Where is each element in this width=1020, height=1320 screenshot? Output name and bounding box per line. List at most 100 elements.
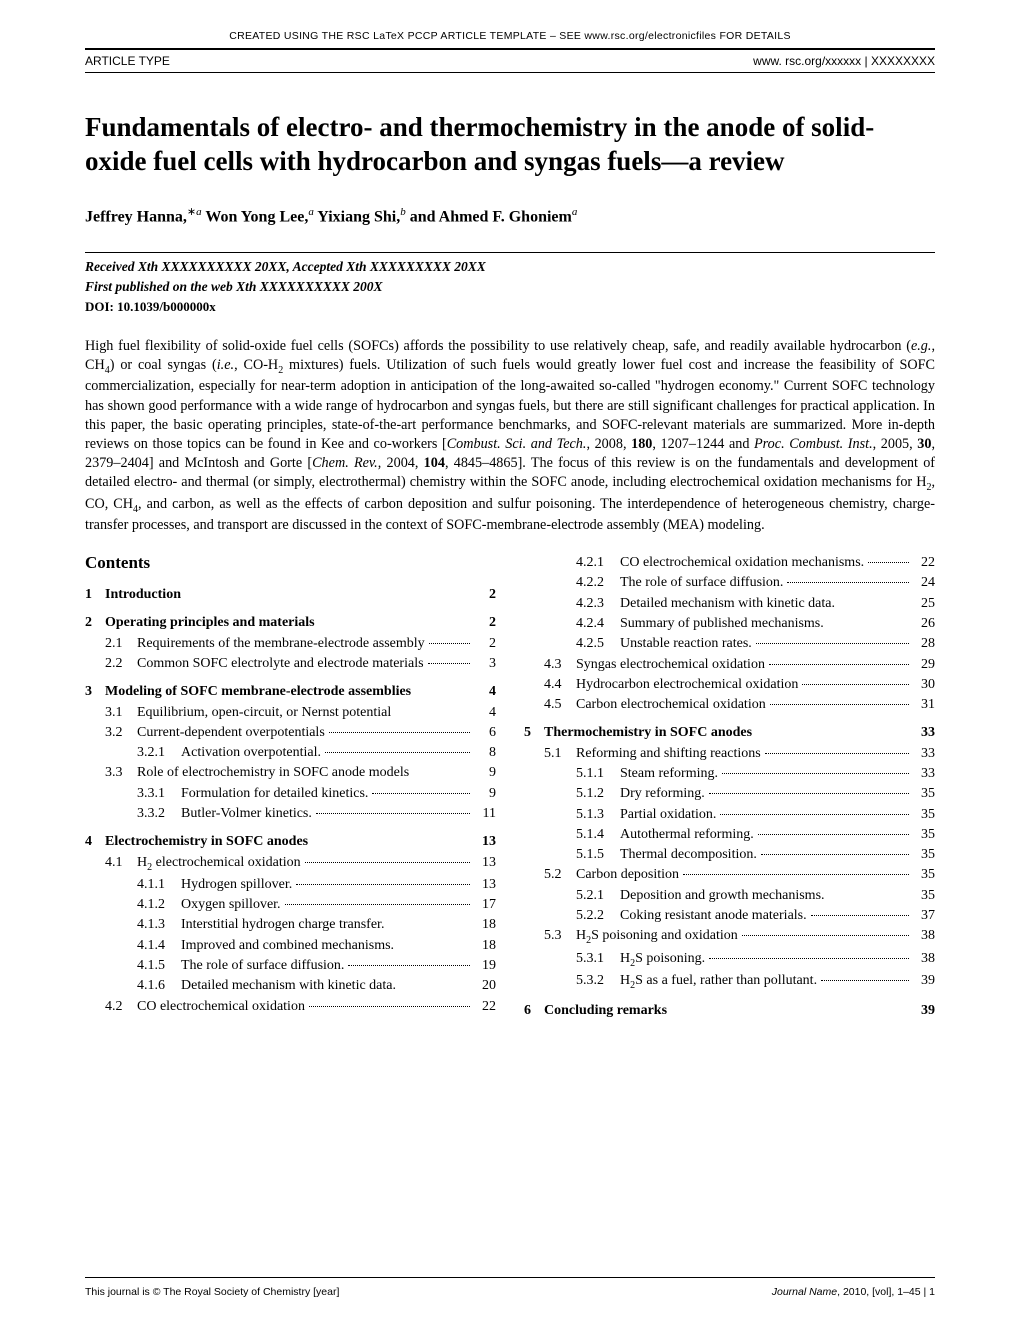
toc-page: 11	[474, 804, 496, 824]
toc-page: 35	[913, 886, 935, 906]
toc-number: 4.5	[524, 695, 576, 715]
template-note: CREATED USING THE RSC LaTeX PCCP ARTICLE…	[85, 30, 935, 42]
toc-entry: 5.2Carbon deposition35	[524, 865, 935, 885]
toc-label: Formulation for detailed kinetics.	[181, 784, 368, 804]
toc-number: 3.2.1	[85, 743, 181, 763]
toc-page: 26	[913, 614, 935, 634]
toc-page: 2	[474, 585, 496, 605]
toc-label: Role of electrochemistry in SOFC anode m…	[137, 763, 409, 783]
toc-leader	[765, 753, 909, 754]
toc-entry: 5.1.5Thermal decomposition.35	[524, 845, 935, 865]
toc-number: 5.1.5	[524, 845, 620, 865]
toc-entry: 2Operating principles and materials2	[85, 613, 496, 633]
toc-entry: 2.2Common SOFC electrolyte and electrode…	[85, 654, 496, 674]
toc-number: 2.1	[85, 634, 137, 654]
toc-entry: 4.2.5Unstable reaction rates.28	[524, 634, 935, 654]
toc-number: 5.3.2	[524, 971, 620, 991]
toc-label: Activation overpotential.	[181, 743, 321, 763]
toc-entry: 3.2Current-dependent overpotentials6	[85, 723, 496, 743]
toc-entry: 2.1Requirements of the membrane-electrod…	[85, 634, 496, 654]
toc-number: 2.2	[85, 654, 137, 674]
toc-page: 35	[913, 805, 935, 825]
toc-entry: 5.1Reforming and shifting reactions33	[524, 744, 935, 764]
toc-label: Coking resistant anode materials.	[620, 906, 807, 926]
toc-entry: 4.1.6Detailed mechanism with kinetic dat…	[85, 976, 496, 996]
toc-entry: 4.1.3Interstitial hydrogen charge transf…	[85, 915, 496, 935]
toc-leader	[285, 904, 470, 905]
toc-label: Partial oxidation.	[620, 805, 716, 825]
toc-leader	[309, 1006, 470, 1007]
toc-page: 22	[913, 553, 935, 573]
toc-entry: 5.3.2H2S as a fuel, rather than pollutan…	[524, 971, 935, 993]
toc-label: Introduction	[105, 585, 181, 605]
toc-leader	[429, 643, 470, 644]
toc-page: 18	[474, 936, 496, 956]
toc-label: Carbon electrochemical oxidation	[576, 695, 766, 715]
toc-entry: 4.2.1CO electrochemical oxidation mechan…	[524, 553, 935, 573]
toc-number: 5	[524, 723, 544, 743]
toc-page: 25	[913, 594, 935, 614]
toc-number: 4.2.2	[524, 573, 620, 593]
header-rule-top	[85, 48, 935, 50]
toc-number: 5.1.3	[524, 805, 620, 825]
toc-label: Concluding remarks	[544, 1001, 667, 1021]
toc-label: The role of surface diffusion.	[181, 956, 344, 976]
toc-leader	[722, 773, 909, 774]
toc-number: 4.2.4	[524, 614, 620, 634]
toc-leader	[305, 862, 470, 863]
toc-leader	[868, 562, 909, 563]
toc-label: Steam reforming.	[620, 764, 718, 784]
toc-entry: 5.1.2Dry reforming.35	[524, 784, 935, 804]
toc-number: 4.1.2	[85, 895, 181, 915]
toc-number: 3.3.1	[85, 784, 181, 804]
toc-page: 8	[474, 743, 496, 763]
received-line: Received Xth XXXXXXXXXX 20XX, Accepted X…	[85, 259, 935, 275]
toc-page: 13	[474, 832, 496, 852]
toc-entry: 5.3H2S poisoning and oxidation38	[524, 926, 935, 948]
toc-page: 13	[474, 875, 496, 895]
toc-page: 35	[913, 825, 935, 845]
toc-label: Autothermal reforming.	[620, 825, 754, 845]
toc-page: 22	[474, 997, 496, 1017]
toc-label: Interstitial hydrogen charge transfer.	[181, 915, 384, 935]
toc-label: Improved and combined mechanisms.	[181, 936, 394, 956]
toc-entry: 5Thermochemistry in SOFC anodes33	[524, 723, 935, 743]
paper-title: Fundamentals of electro- and thermochemi…	[85, 111, 935, 179]
toc-entry: 4.2CO electrochemical oxidation22	[85, 997, 496, 1017]
toc-page: 37	[913, 906, 935, 926]
toc-entry: 4Electrochemistry in SOFC anodes 13	[85, 832, 496, 852]
toc-page: 24	[913, 573, 935, 593]
toc-label: CO electrochemical oxidation mechanisms.	[620, 553, 864, 573]
toc-leader	[709, 958, 909, 959]
toc-page: 20	[474, 976, 496, 996]
toc-label: Electrochemistry in SOFC anodes	[105, 832, 308, 852]
toc-label: Reforming and shifting reactions	[576, 744, 761, 764]
toc-label: H2 electrochemical oxidation	[137, 853, 301, 875]
toc-entry: 3.3.1Formulation for detailed kinetics.9	[85, 784, 496, 804]
toc-leader	[428, 663, 470, 664]
toc-leader	[720, 814, 909, 815]
toc-page: 38	[913, 949, 935, 969]
toc-page: 17	[474, 895, 496, 915]
authors: Jeffrey Hanna,∗a Won Yong Lee,a Yixiang …	[85, 205, 935, 226]
meta-rule	[85, 252, 935, 253]
toc-leader	[758, 834, 909, 835]
footer-left: This journal is © The Royal Society of C…	[85, 1286, 339, 1298]
toc-entry: 5.1.3Partial oxidation. 35	[524, 805, 935, 825]
footer-rule	[85, 1277, 935, 1278]
toc-page: 4	[474, 703, 496, 723]
toc-number: 5.3	[524, 926, 576, 946]
toc-entry: 5.1.4Autothermal reforming.35	[524, 825, 935, 845]
toc-leader	[742, 935, 909, 936]
toc-page: 29	[913, 655, 935, 675]
toc-label: H2S as a fuel, rather than pollutant.	[620, 971, 817, 993]
toc-number: 1	[85, 585, 105, 605]
toc-leader	[296, 884, 470, 885]
toc-label: Dry reforming.	[620, 784, 705, 804]
toc-leader	[787, 582, 909, 583]
toc-page: 33	[913, 764, 935, 784]
toc-number: 2	[85, 613, 105, 633]
toc-number: 4	[85, 832, 105, 852]
toc-number: 4.2.3	[524, 594, 620, 614]
toc-leader	[769, 664, 909, 665]
